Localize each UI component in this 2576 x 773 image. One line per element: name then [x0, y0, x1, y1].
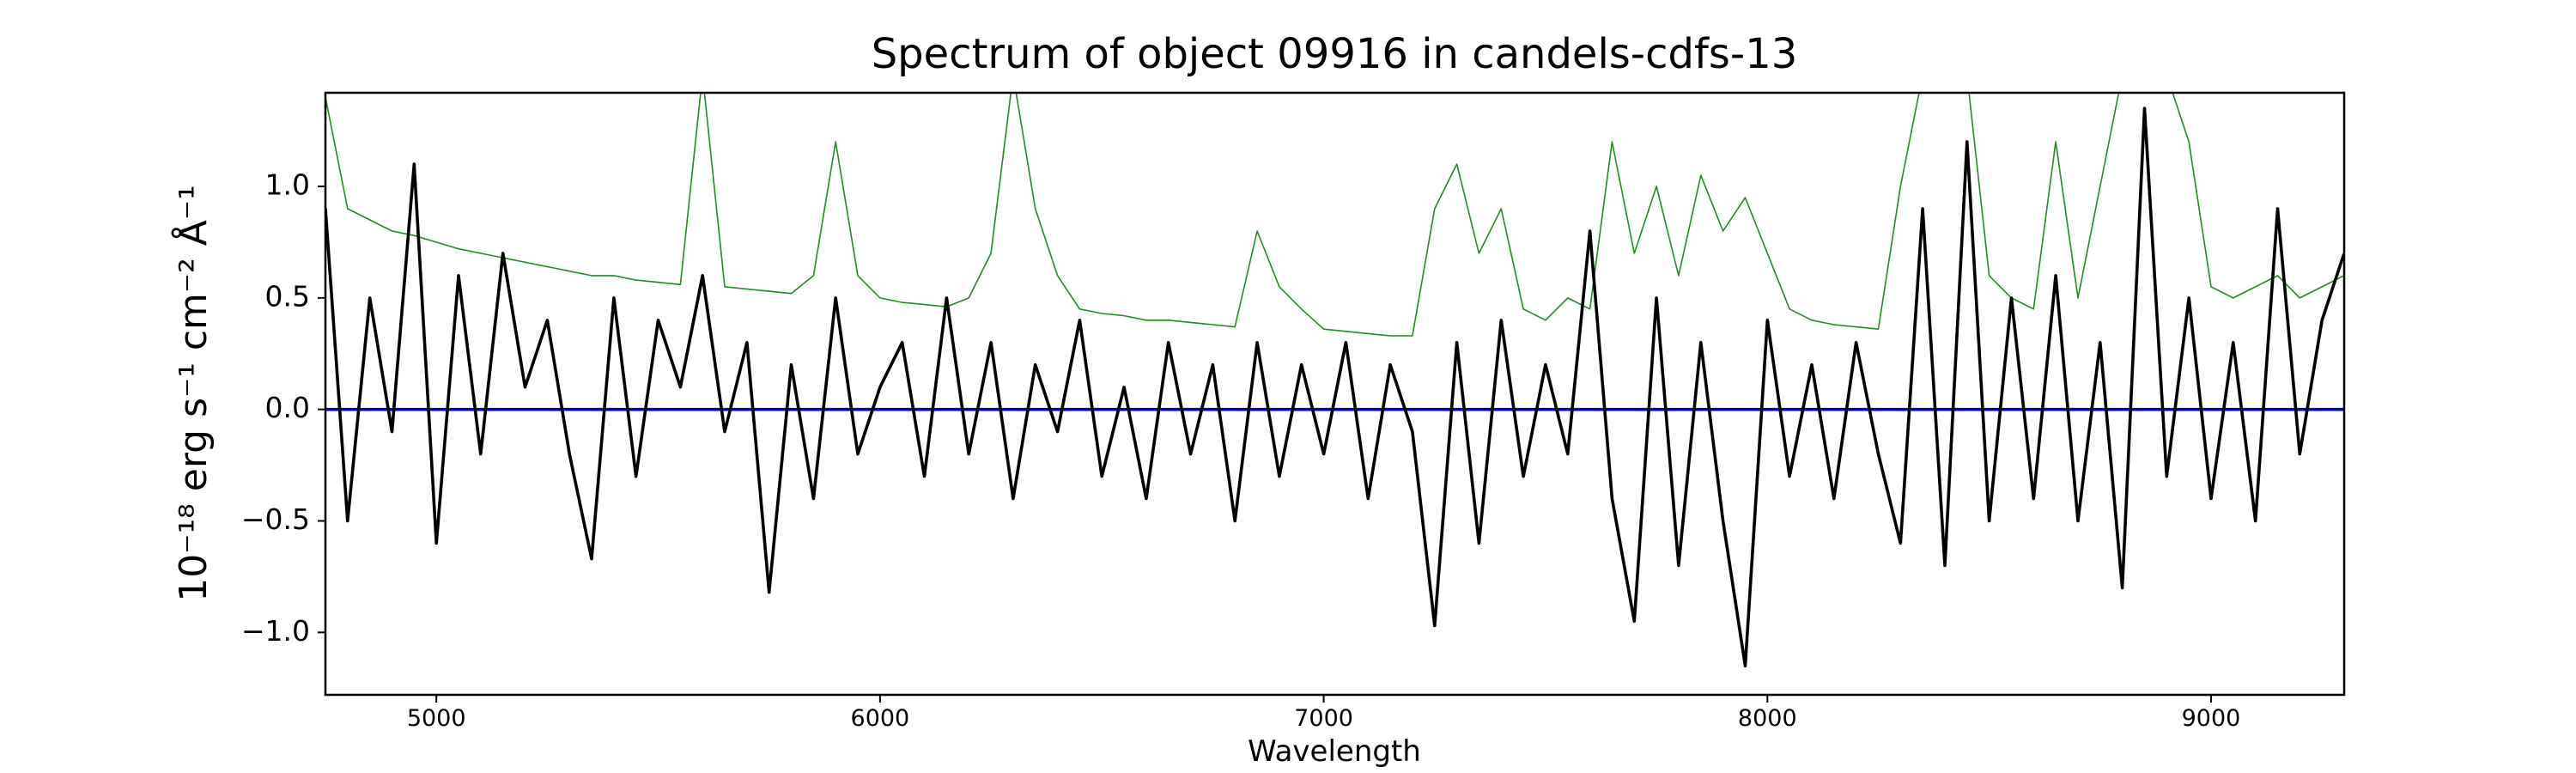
y-tick-label: 0.0 — [265, 391, 310, 424]
y-tick-label: −0.5 — [241, 502, 310, 536]
x-tick-label: 9000 — [2182, 705, 2241, 732]
spectrum-line — [325, 107, 2344, 667]
x-tick-label: 8000 — [1738, 705, 1797, 732]
x-axis-label: Wavelength — [1248, 734, 1421, 769]
x-tick-label: 7000 — [1294, 705, 1353, 732]
plot-area — [325, 93, 2344, 667]
x-tick-label: 6000 — [851, 705, 910, 732]
chart-title: Spectrum of object 09916 in candels-cdfs… — [872, 30, 1798, 78]
y-tick-label: 0.5 — [265, 279, 310, 313]
y-axis-label: 10⁻¹⁸ erg s⁻¹ cm⁻² Å⁻¹ — [170, 185, 216, 601]
plot-frame — [324, 91, 2346, 697]
y-tick-label: 1.0 — [265, 168, 310, 202]
x-tick-label: 5000 — [407, 705, 466, 732]
spectrum-line — [325, 93, 2344, 337]
y-tick-label: −1.0 — [241, 614, 310, 648]
